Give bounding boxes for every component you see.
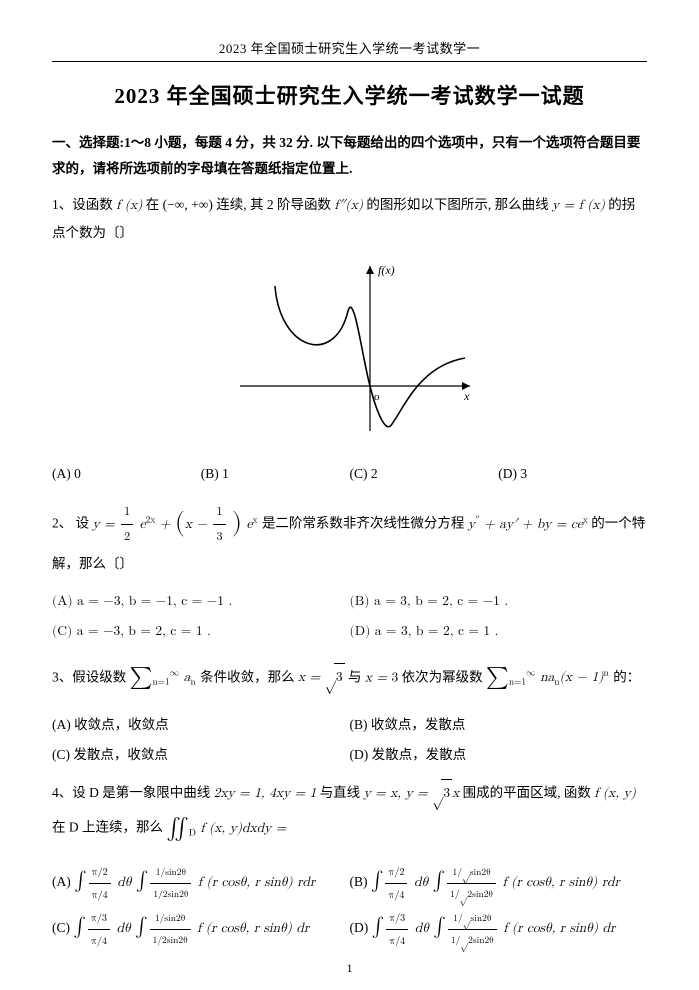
question-3: 3、假设级数 ∑n=1∞ an 条件收敛，那么 x = √3 与 x = 3 依… [52, 657, 647, 700]
q4-option-d-label: (D) [350, 920, 369, 935]
q1-option-a: (A) 0 [52, 459, 201, 489]
q3-mid1: 条件收敛，那么 [200, 669, 298, 684]
q2-option-b: (B) a = 3, b = 2, c = −1 . [350, 587, 648, 617]
q3-series-2: ∑n=1∞ nan(x − 1)n [486, 670, 613, 684]
q4-option-c-label: (C) [52, 920, 70, 935]
y-axis-arrow [366, 266, 374, 274]
q2-option-a: (A) a = −3, b = −1, c = −1 . [52, 587, 350, 617]
q4-option-b-label: (B) [350, 874, 368, 889]
y-axis-label: f(x) [378, 263, 395, 277]
q2-ode: y″ + ay′ + by = cex [468, 517, 588, 531]
q3-mid3: 依次为幂级数 [402, 669, 483, 684]
page-title: 2023 年全国硕士研究生入学统一考试数学一试题 [52, 80, 647, 110]
section-instructions: 一、选择题:1～8 小题，每题 4 分，共 32 分. 以下每题给出的四个选项中… [52, 130, 647, 181]
q1-options: (A) 0 (B) 1 (C) 2 (D) 3 [52, 459, 647, 489]
q3-options: (A) 收敛点，收敛点 (B) 收敛点，发散点 (C) 发散点，收敛点 (D) … [52, 710, 647, 769]
q1-f2x: f″(x) [334, 198, 363, 212]
q1-eq: y = f (x) [552, 198, 605, 212]
exam-page: 2023 年全国硕士研究生入学统一考试数学一 2023 年全国硕士研究生入学统一… [0, 0, 699, 990]
q3-x2: x = 3 [365, 670, 398, 684]
q3-tail: 的： [613, 669, 640, 684]
q4-integral: ∬D f (x, y)dxdy = [166, 821, 286, 835]
q2-option-c: (C) a = −3, b = 2, c = 1 . [52, 617, 350, 647]
q2-lead: 2、 设 [52, 516, 93, 531]
q4-mid2: 围成的平面区域, 函数 [463, 785, 595, 800]
q4-lines: y = x, y = √3x [364, 786, 460, 800]
q4-option-c: (C) ∫π/3π/4 dθ ∫1/sin2θ1/2sin2θ f (r cos… [52, 906, 350, 952]
q4-option-a-label: (A) [52, 874, 71, 889]
question-1: 1、设函数 f (x) 在 (−∞, +∞) 连续, 其 2 阶导函数 f″(x… [52, 191, 647, 246]
q3-mid2: 与 [348, 669, 365, 684]
q2-option-d: (D) a = 3, b = 2, c = 1 . [350, 617, 648, 647]
q4-options: (A) ∫π/2π/4 dθ ∫1/sin2θ1/2sin2θ f (r cos… [52, 860, 647, 952]
q1-fx: f (x) [116, 198, 142, 212]
q2-mid: 是二阶常系数非齐次线性微分方程 [262, 516, 468, 531]
q2-expr: y = 12 e2x + (x − 13 ) ex [93, 517, 262, 531]
q4-option-a: (A) ∫π/2π/4 dθ ∫1/sin2θ1/2sin2θ f (r cos… [52, 860, 350, 906]
q3-option-a: (A) 收敛点，收敛点 [52, 710, 350, 740]
q4-mid3: 在 D 上连续，那么 [52, 820, 166, 835]
page-number: 1 [0, 961, 699, 976]
q3-option-d: (D) 发散点，发散点 [350, 740, 648, 770]
q4-fxy: f (x, y) [594, 786, 636, 800]
x-axis-label: x [463, 389, 470, 403]
q3-series-1: ∑n=1∞ an [130, 670, 201, 684]
q1-text-1: 1、设函数 [52, 197, 116, 212]
header-line: 2023 年全国硕士研究生入学统一考试数学一 [52, 38, 647, 62]
q4-option-d: (D) ∫π/3π/4 dθ ∫1/√sin2θ1/√2sin2θ f (r c… [350, 906, 648, 952]
q1-text-2: 在 (−∞, +∞) 连续, 其 2 阶导函数 [146, 197, 335, 212]
q3-x1: x = √3 [298, 670, 345, 684]
curve-right [370, 358, 465, 427]
q4-curves: 2xy = 1, 4xy = 1 [214, 786, 317, 800]
curve-left [275, 286, 370, 386]
q3-option-b: (B) 收敛点，发散点 [350, 710, 648, 740]
q1-option-b: (B) 1 [201, 459, 350, 489]
q2-options: (A) a = −3, b = −1, c = −1 . (B) a = 3, … [52, 587, 647, 646]
q4-mid1: 与直线 [320, 785, 364, 800]
q4-option-b: (B) ∫π/2π/4 dθ ∫1/√sin2θ1/√2sin2θ f (r c… [350, 860, 648, 906]
q1-text-3: 的图形如以下图所示, 那么曲线 [366, 197, 552, 212]
question-2: 2、 设 y = 12 e2x + (x − 13 ) ex 是二阶常系数非齐次… [52, 499, 647, 577]
q3-option-c: (C) 发散点，收敛点 [52, 740, 350, 770]
f-double-prime-plot: f(x) x o [220, 256, 480, 446]
q1-option-c: (C) 2 [350, 459, 499, 489]
question-4: 4、设 D 是第一象限中曲线 2xy = 1, 4xy = 1 与直线 y = … [52, 779, 647, 850]
q3-lead: 3、假设级数 [52, 669, 126, 684]
q4-lead: 4、设 D 是第一象限中曲线 [52, 785, 214, 800]
q1-graph: f(x) x o [52, 256, 647, 451]
q1-option-d: (D) 3 [498, 459, 647, 489]
